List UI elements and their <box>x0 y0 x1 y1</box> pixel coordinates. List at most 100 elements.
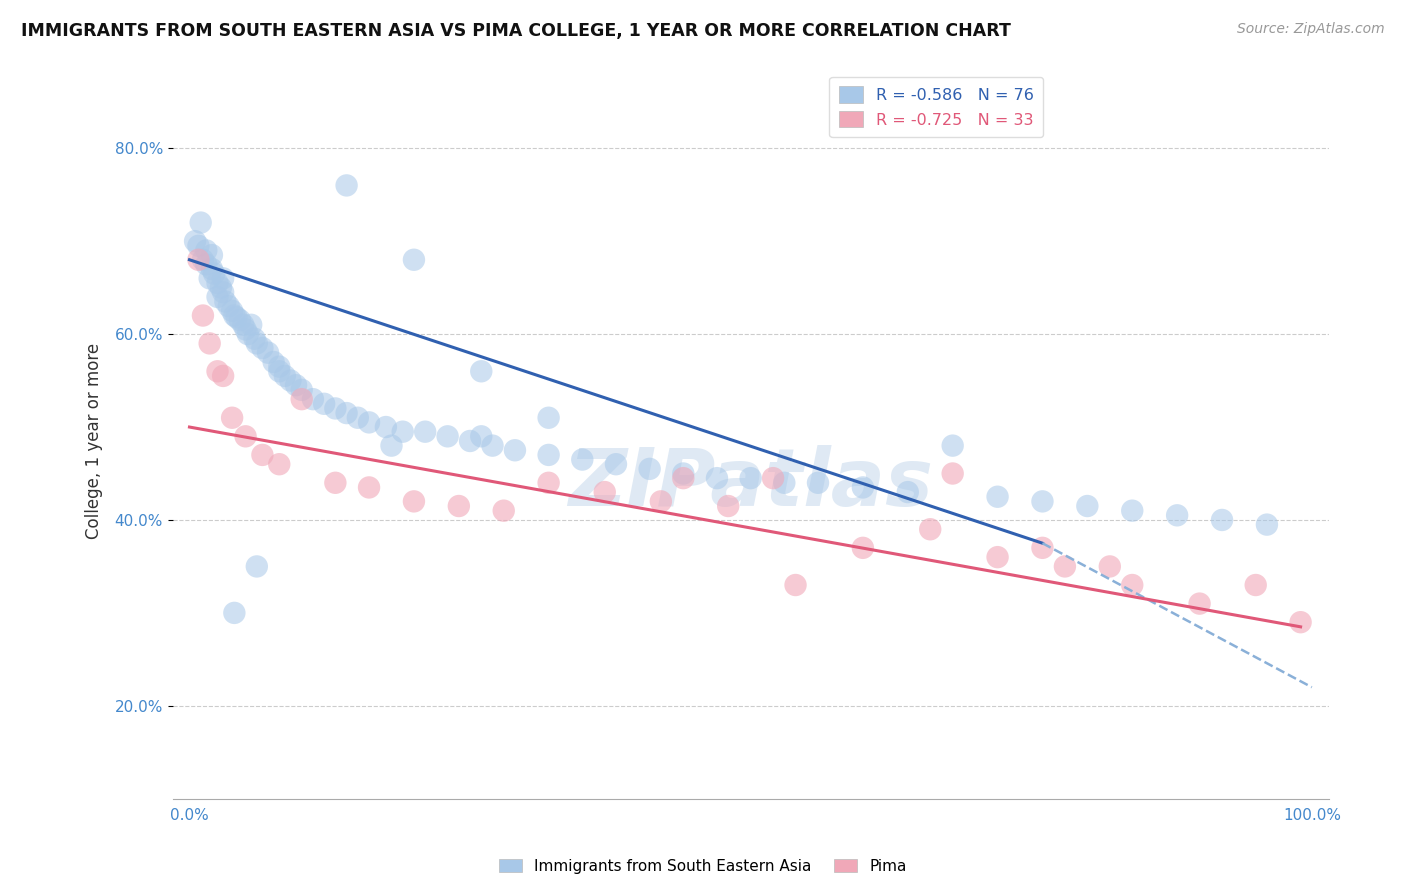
Point <box>1053 559 1076 574</box>
Point <box>269 457 291 471</box>
Point <box>291 383 314 397</box>
Point <box>897 485 920 500</box>
Point <box>191 252 214 267</box>
Point <box>346 410 368 425</box>
Point <box>1188 597 1211 611</box>
Point <box>224 309 246 323</box>
Point <box>212 368 235 383</box>
Point <box>201 262 224 277</box>
Point <box>605 457 627 471</box>
Point <box>357 480 380 494</box>
Point <box>235 322 257 336</box>
Point <box>537 475 560 490</box>
Point <box>195 257 218 271</box>
Point <box>263 355 285 369</box>
Point <box>1076 499 1098 513</box>
Point <box>274 368 297 383</box>
Text: ZIPatlas: ZIPatlas <box>568 445 934 523</box>
Point <box>740 471 762 485</box>
Point <box>246 559 269 574</box>
Point <box>391 425 413 439</box>
Point <box>571 452 593 467</box>
Point <box>537 410 560 425</box>
Point <box>942 467 965 481</box>
Point <box>1256 517 1278 532</box>
Point <box>221 410 243 425</box>
Point <box>224 606 246 620</box>
Point <box>212 271 235 285</box>
Point <box>314 397 336 411</box>
Point <box>436 429 458 443</box>
Point <box>1121 504 1143 518</box>
Point <box>202 267 225 281</box>
Point <box>413 425 436 439</box>
Point <box>1289 615 1312 630</box>
Point <box>285 378 308 392</box>
Point <box>402 252 425 267</box>
Point <box>1031 494 1053 508</box>
Point <box>232 318 254 332</box>
Point <box>336 178 359 193</box>
Point <box>650 494 672 508</box>
Point <box>852 541 875 555</box>
Point <box>1121 578 1143 592</box>
Point <box>252 341 274 355</box>
Point <box>212 285 235 300</box>
Point <box>214 294 236 309</box>
Point <box>184 234 207 248</box>
Point <box>336 406 359 420</box>
Point <box>1211 513 1233 527</box>
Point <box>807 475 830 490</box>
Point <box>302 392 325 406</box>
Point <box>638 462 661 476</box>
Point <box>187 239 209 253</box>
Point <box>593 485 616 500</box>
Point <box>236 327 259 342</box>
Point <box>357 416 380 430</box>
Point <box>209 280 232 294</box>
Point <box>1031 541 1053 555</box>
Point <box>229 313 252 327</box>
Point <box>942 439 965 453</box>
Point <box>198 271 221 285</box>
Point <box>325 401 347 416</box>
Point <box>785 578 807 592</box>
Point <box>706 471 728 485</box>
Point <box>987 490 1010 504</box>
Point <box>1098 559 1121 574</box>
Point <box>1166 508 1188 523</box>
Point <box>672 467 695 481</box>
Point <box>852 480 875 494</box>
Point <box>246 336 269 351</box>
Point <box>762 471 785 485</box>
Point <box>325 475 347 490</box>
Y-axis label: College, 1 year or more: College, 1 year or more <box>86 343 103 539</box>
Point <box>240 318 263 332</box>
Text: Source: ZipAtlas.com: Source: ZipAtlas.com <box>1237 22 1385 37</box>
Point <box>225 310 247 325</box>
Point <box>920 522 942 536</box>
Point <box>1244 578 1267 592</box>
Point <box>374 420 396 434</box>
Point <box>470 429 492 443</box>
Point <box>221 304 243 318</box>
Point <box>717 499 740 513</box>
Point <box>235 429 257 443</box>
Point <box>191 309 214 323</box>
Point <box>987 550 1010 565</box>
Point <box>198 336 221 351</box>
Point <box>190 216 212 230</box>
Point <box>187 252 209 267</box>
Point <box>481 439 503 453</box>
Point <box>537 448 560 462</box>
Point <box>252 448 274 462</box>
Point <box>257 345 280 359</box>
Text: IMMIGRANTS FROM SOUTH EASTERN ASIA VS PIMA COLLEGE, 1 YEAR OR MORE CORRELATION C: IMMIGRANTS FROM SOUTH EASTERN ASIA VS PI… <box>21 22 1011 40</box>
Point <box>269 364 291 378</box>
Point <box>280 374 302 388</box>
Point <box>470 364 492 378</box>
Point <box>207 276 229 290</box>
Point <box>503 443 526 458</box>
Point <box>672 471 695 485</box>
Legend: R = -0.586   N = 76, R = -0.725   N = 33: R = -0.586 N = 76, R = -0.725 N = 33 <box>830 77 1043 137</box>
